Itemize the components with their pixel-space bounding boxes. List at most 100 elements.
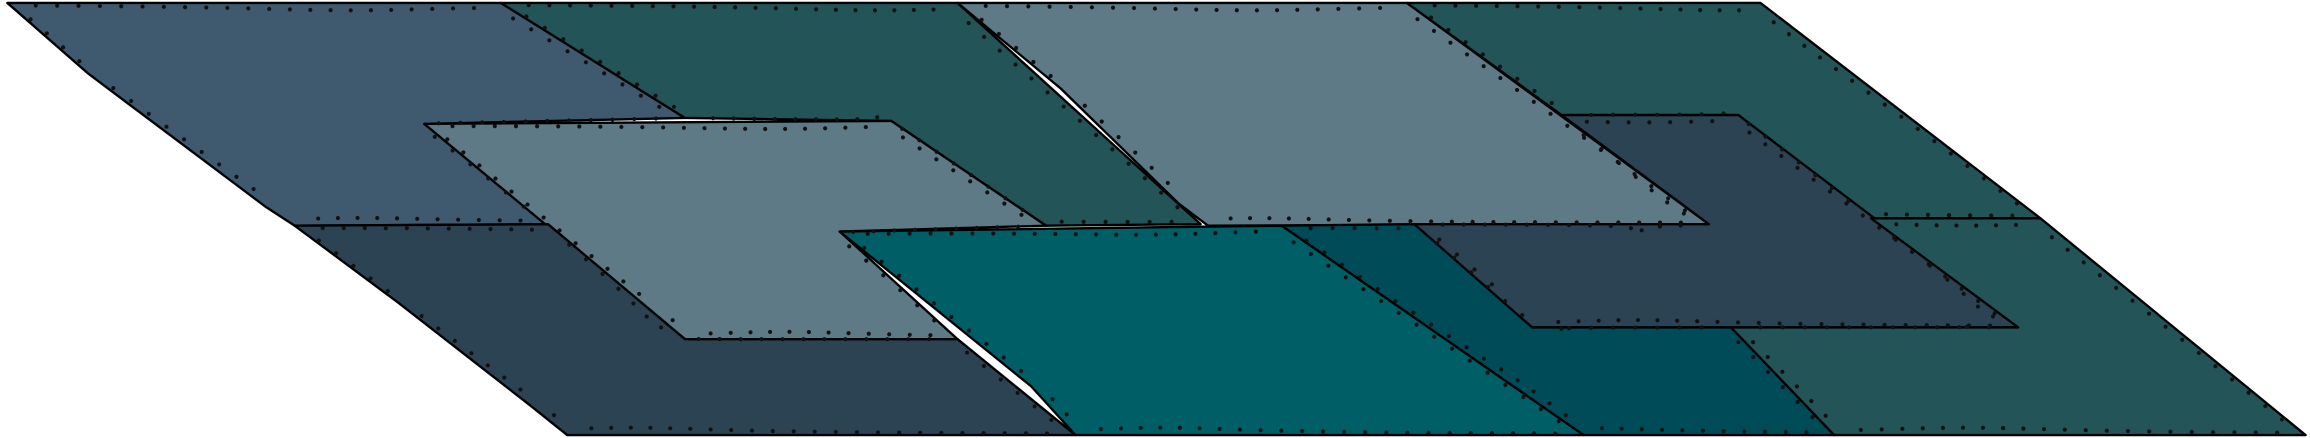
rivet — [535, 124, 540, 129]
rivet — [871, 229, 876, 234]
rivet — [375, 215, 380, 221]
rivet — [850, 229, 856, 235]
rivet — [348, 8, 353, 13]
plate — [1729, 217, 2307, 437]
rivet — [1976, 298, 1981, 304]
rivet — [1655, 112, 1660, 117]
rivet — [1387, 218, 1392, 223]
rivet — [1675, 318, 1680, 323]
rivet — [866, 331, 871, 336]
rivet — [1665, 200, 1670, 205]
rivet — [1131, 6, 1137, 11]
rivet — [492, 124, 497, 129]
rivet — [1927, 263, 1933, 268]
rivet — [1463, 40, 1468, 45]
rivet — [986, 184, 991, 189]
rivet — [1411, 310, 1416, 315]
rivet — [1429, 322, 1434, 327]
rivet — [1813, 173, 1818, 178]
rivet — [557, 228, 562, 233]
rivet — [1291, 240, 1296, 245]
rivet — [503, 190, 509, 195]
rivet — [931, 301, 937, 306]
rivet — [1330, 226, 1335, 231]
rivet — [1153, 232, 1158, 237]
rivet — [794, 6, 799, 11]
rivet — [573, 241, 578, 246]
rivet — [1599, 426, 1604, 431]
rivet — [1326, 263, 1331, 268]
rivet — [1491, 219, 1496, 225]
rivet — [1840, 322, 1845, 327]
rivet — [979, 17, 984, 22]
rivet — [1894, 222, 1899, 227]
rivet — [1742, 429, 1747, 434]
rivet — [621, 279, 626, 284]
rivet — [588, 117, 593, 123]
rivet — [1306, 216, 1311, 222]
rivet — [1910, 249, 1915, 254]
rivet — [1959, 286, 1964, 291]
rivet — [638, 93, 643, 98]
rivet — [912, 227, 917, 232]
rivet — [1860, 213, 1865, 218]
rivet — [1861, 322, 1866, 327]
rivet — [1110, 5, 1116, 10]
rivet — [787, 329, 792, 334]
rivet — [1396, 226, 1401, 231]
rivet — [234, 174, 239, 179]
rivet — [1746, 121, 1751, 127]
rivet — [900, 126, 905, 131]
rivet — [1133, 150, 1138, 155]
rivet — [1762, 429, 1768, 434]
rivet — [485, 363, 490, 368]
rivet — [846, 331, 851, 336]
rivet — [1452, 255, 1457, 260]
rivet — [1524, 222, 1529, 227]
rivet — [864, 258, 869, 263]
rivet — [803, 126, 808, 131]
rivet — [1616, 220, 1621, 225]
rivet — [2081, 260, 2086, 265]
rivet — [628, 425, 633, 430]
rivet — [199, 149, 204, 155]
rivet — [1464, 345, 1469, 350]
rivet — [430, 6, 435, 12]
rivet — [2232, 430, 2237, 435]
rivet — [1049, 417, 1054, 423]
rivet — [1152, 6, 1157, 11]
rivet — [502, 375, 507, 380]
rivet — [2097, 273, 2102, 278]
rivet — [1258, 428, 1263, 433]
rivet — [708, 427, 713, 432]
rivet — [565, 49, 570, 54]
rivet — [927, 337, 932, 342]
rivet — [1993, 223, 1999, 228]
rivet — [1295, 7, 1300, 12]
rivet — [1175, 205, 1180, 210]
rivet — [525, 202, 530, 207]
rivet — [1267, 216, 1272, 221]
rivet — [1503, 299, 1508, 304]
rivet — [970, 231, 975, 236]
rivet — [1680, 428, 1685, 433]
rivet — [1426, 430, 1431, 435]
rivet — [545, 118, 550, 124]
rivet — [1432, 3, 1437, 8]
rivet — [1274, 8, 1280, 13]
rivet — [55, 3, 60, 8]
rivet — [395, 216, 400, 221]
rivet — [609, 3, 614, 8]
rivet — [119, 4, 124, 9]
rivet — [1002, 201, 1007, 206]
rivet — [610, 117, 615, 122]
rivet — [1485, 370, 1490, 375]
rivet — [1765, 354, 1770, 360]
rivet — [729, 427, 734, 433]
rivet — [1981, 176, 1986, 181]
rivet — [2125, 428, 2131, 434]
rivet — [1547, 401, 1552, 406]
rivet — [1481, 356, 1487, 361]
rivet — [934, 157, 939, 162]
rivet — [1233, 230, 1238, 235]
